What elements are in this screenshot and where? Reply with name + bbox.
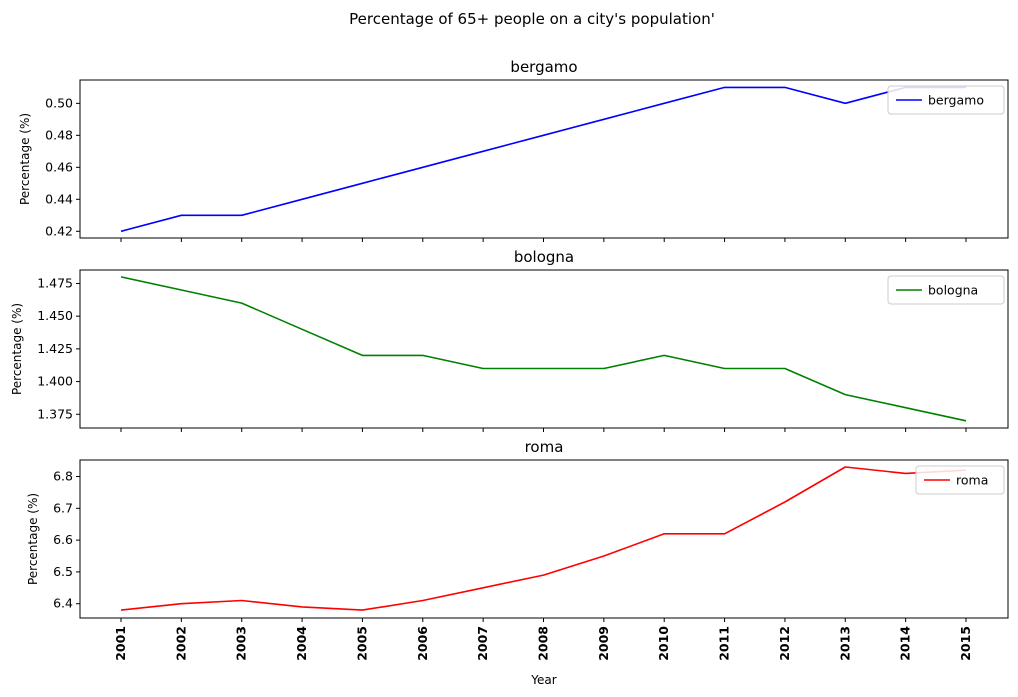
series-line-bologna — [120, 276, 967, 422]
x-tick-label: 2015 — [958, 626, 973, 661]
data-point — [482, 586, 485, 589]
x-tick-label: 2008 — [536, 626, 551, 661]
legend: roma — [915, 465, 1005, 495]
data-point — [663, 102, 666, 105]
axes-frame — [79, 79, 1009, 239]
data-point — [361, 182, 364, 185]
data-point — [663, 354, 666, 357]
data-point — [301, 198, 304, 201]
data-point — [180, 289, 183, 292]
legend-label: roma — [956, 473, 988, 488]
data-point — [180, 214, 183, 217]
data-point — [301, 605, 304, 608]
data-point — [904, 472, 907, 475]
data-point — [542, 367, 545, 370]
x-tick-label: 2012 — [777, 626, 792, 661]
y-tick-label: 1.450 — [37, 308, 73, 323]
subplot-title: bergamo — [510, 58, 577, 76]
x-tick-label: 2003 — [234, 626, 249, 661]
data-point — [904, 406, 907, 409]
legend-box — [887, 275, 1005, 305]
x-tick-label: 2013 — [837, 626, 852, 661]
data-point — [602, 367, 605, 370]
subplot-roma: roma 6.4 6.5 6.6 6.7 6.8 Percentage (%) 2001 200… — [26, 438, 1009, 661]
data-point — [723, 86, 726, 89]
legend-box — [887, 85, 1005, 115]
figure-title: Percentage of 65+ people on a city's pop… — [349, 10, 715, 28]
y-tick-label: 0.46 — [45, 159, 73, 174]
x-tick-label: 2006 — [415, 626, 430, 661]
data-point — [361, 354, 364, 357]
series-line-roma — [120, 466, 967, 611]
data-point — [120, 275, 123, 278]
data-point — [844, 102, 847, 105]
data-point — [602, 555, 605, 558]
y-axis-label: Percentage (%) — [26, 493, 40, 585]
data-point — [240, 599, 243, 602]
data-point — [542, 574, 545, 577]
series-line-bergamo — [120, 86, 966, 233]
y-tick-label: 0.42 — [45, 223, 73, 238]
x-tick-label: 2005 — [354, 626, 369, 661]
x-tick-label: 2004 — [294, 626, 309, 661]
data-point — [965, 419, 968, 422]
y-tick-label: 1.375 — [37, 406, 73, 421]
y-tick-label: 0.44 — [45, 191, 73, 206]
data-point — [542, 134, 545, 137]
y-tick-label: 6.8 — [53, 469, 73, 484]
data-point — [120, 230, 123, 233]
data-point — [844, 465, 847, 468]
subplot-bologna: bologna 1.375 1.400 1.425 1.450 1.475 Percenta… — [10, 248, 1009, 432]
y-tick-label: 1.475 — [37, 275, 73, 290]
x-tick-label: 2014 — [898, 626, 913, 661]
y-tick-label: 0.50 — [45, 95, 73, 110]
data-point — [783, 500, 786, 503]
legend-label: bologna — [928, 283, 978, 298]
data-point — [602, 118, 605, 121]
y-tick-label: 0.48 — [45, 127, 73, 142]
y-tick-label: 6.6 — [53, 532, 73, 547]
data-point — [783, 367, 786, 370]
axes-frame — [79, 269, 1009, 429]
data-point — [240, 302, 243, 305]
legend-label: bergamo — [928, 93, 984, 108]
data-point — [301, 328, 304, 331]
x-axis-label: Year — [530, 673, 556, 687]
data-point — [482, 367, 485, 370]
x-tick-label: 2001 — [113, 626, 128, 661]
x-tick-label: 2009 — [596, 626, 611, 661]
y-tick-label: 6.5 — [53, 564, 73, 579]
x-tick-label: 2011 — [717, 626, 732, 661]
data-point — [844, 393, 847, 396]
data-point — [361, 609, 364, 612]
data-point — [783, 86, 786, 89]
y-tick-label: 6.4 — [53, 596, 73, 611]
data-point — [240, 214, 243, 217]
subplot-bergamo: bergamo 0.42 0.44 0.46 0.48 0.50 Percentage (%… — [18, 58, 1009, 242]
data-point — [421, 599, 424, 602]
data-point — [663, 532, 666, 535]
x-tick-label: 2007 — [475, 626, 490, 661]
data-point — [723, 367, 726, 370]
axes-frame — [79, 459, 1009, 619]
y-tick-label: 6.7 — [53, 500, 73, 515]
data-point — [180, 602, 183, 605]
legend: bologna — [887, 275, 1005, 305]
y-axis-label: Percentage (%) — [18, 113, 32, 205]
y-tick-label: 1.400 — [37, 374, 73, 389]
y-axis-label: Percentage (%) — [10, 303, 24, 395]
data-point — [723, 532, 726, 535]
data-point — [421, 354, 424, 357]
subplot-title: roma — [525, 438, 564, 456]
subplot-title: bologna — [514, 248, 574, 266]
data-point — [421, 166, 424, 169]
legend-box — [915, 465, 1005, 495]
legend: bergamo — [887, 85, 1005, 115]
x-tick-label: 2010 — [656, 626, 671, 661]
x-tick-label: 2002 — [173, 626, 188, 661]
data-point — [120, 609, 123, 612]
y-tick-label: 1.425 — [37, 341, 73, 356]
data-point — [482, 150, 485, 153]
